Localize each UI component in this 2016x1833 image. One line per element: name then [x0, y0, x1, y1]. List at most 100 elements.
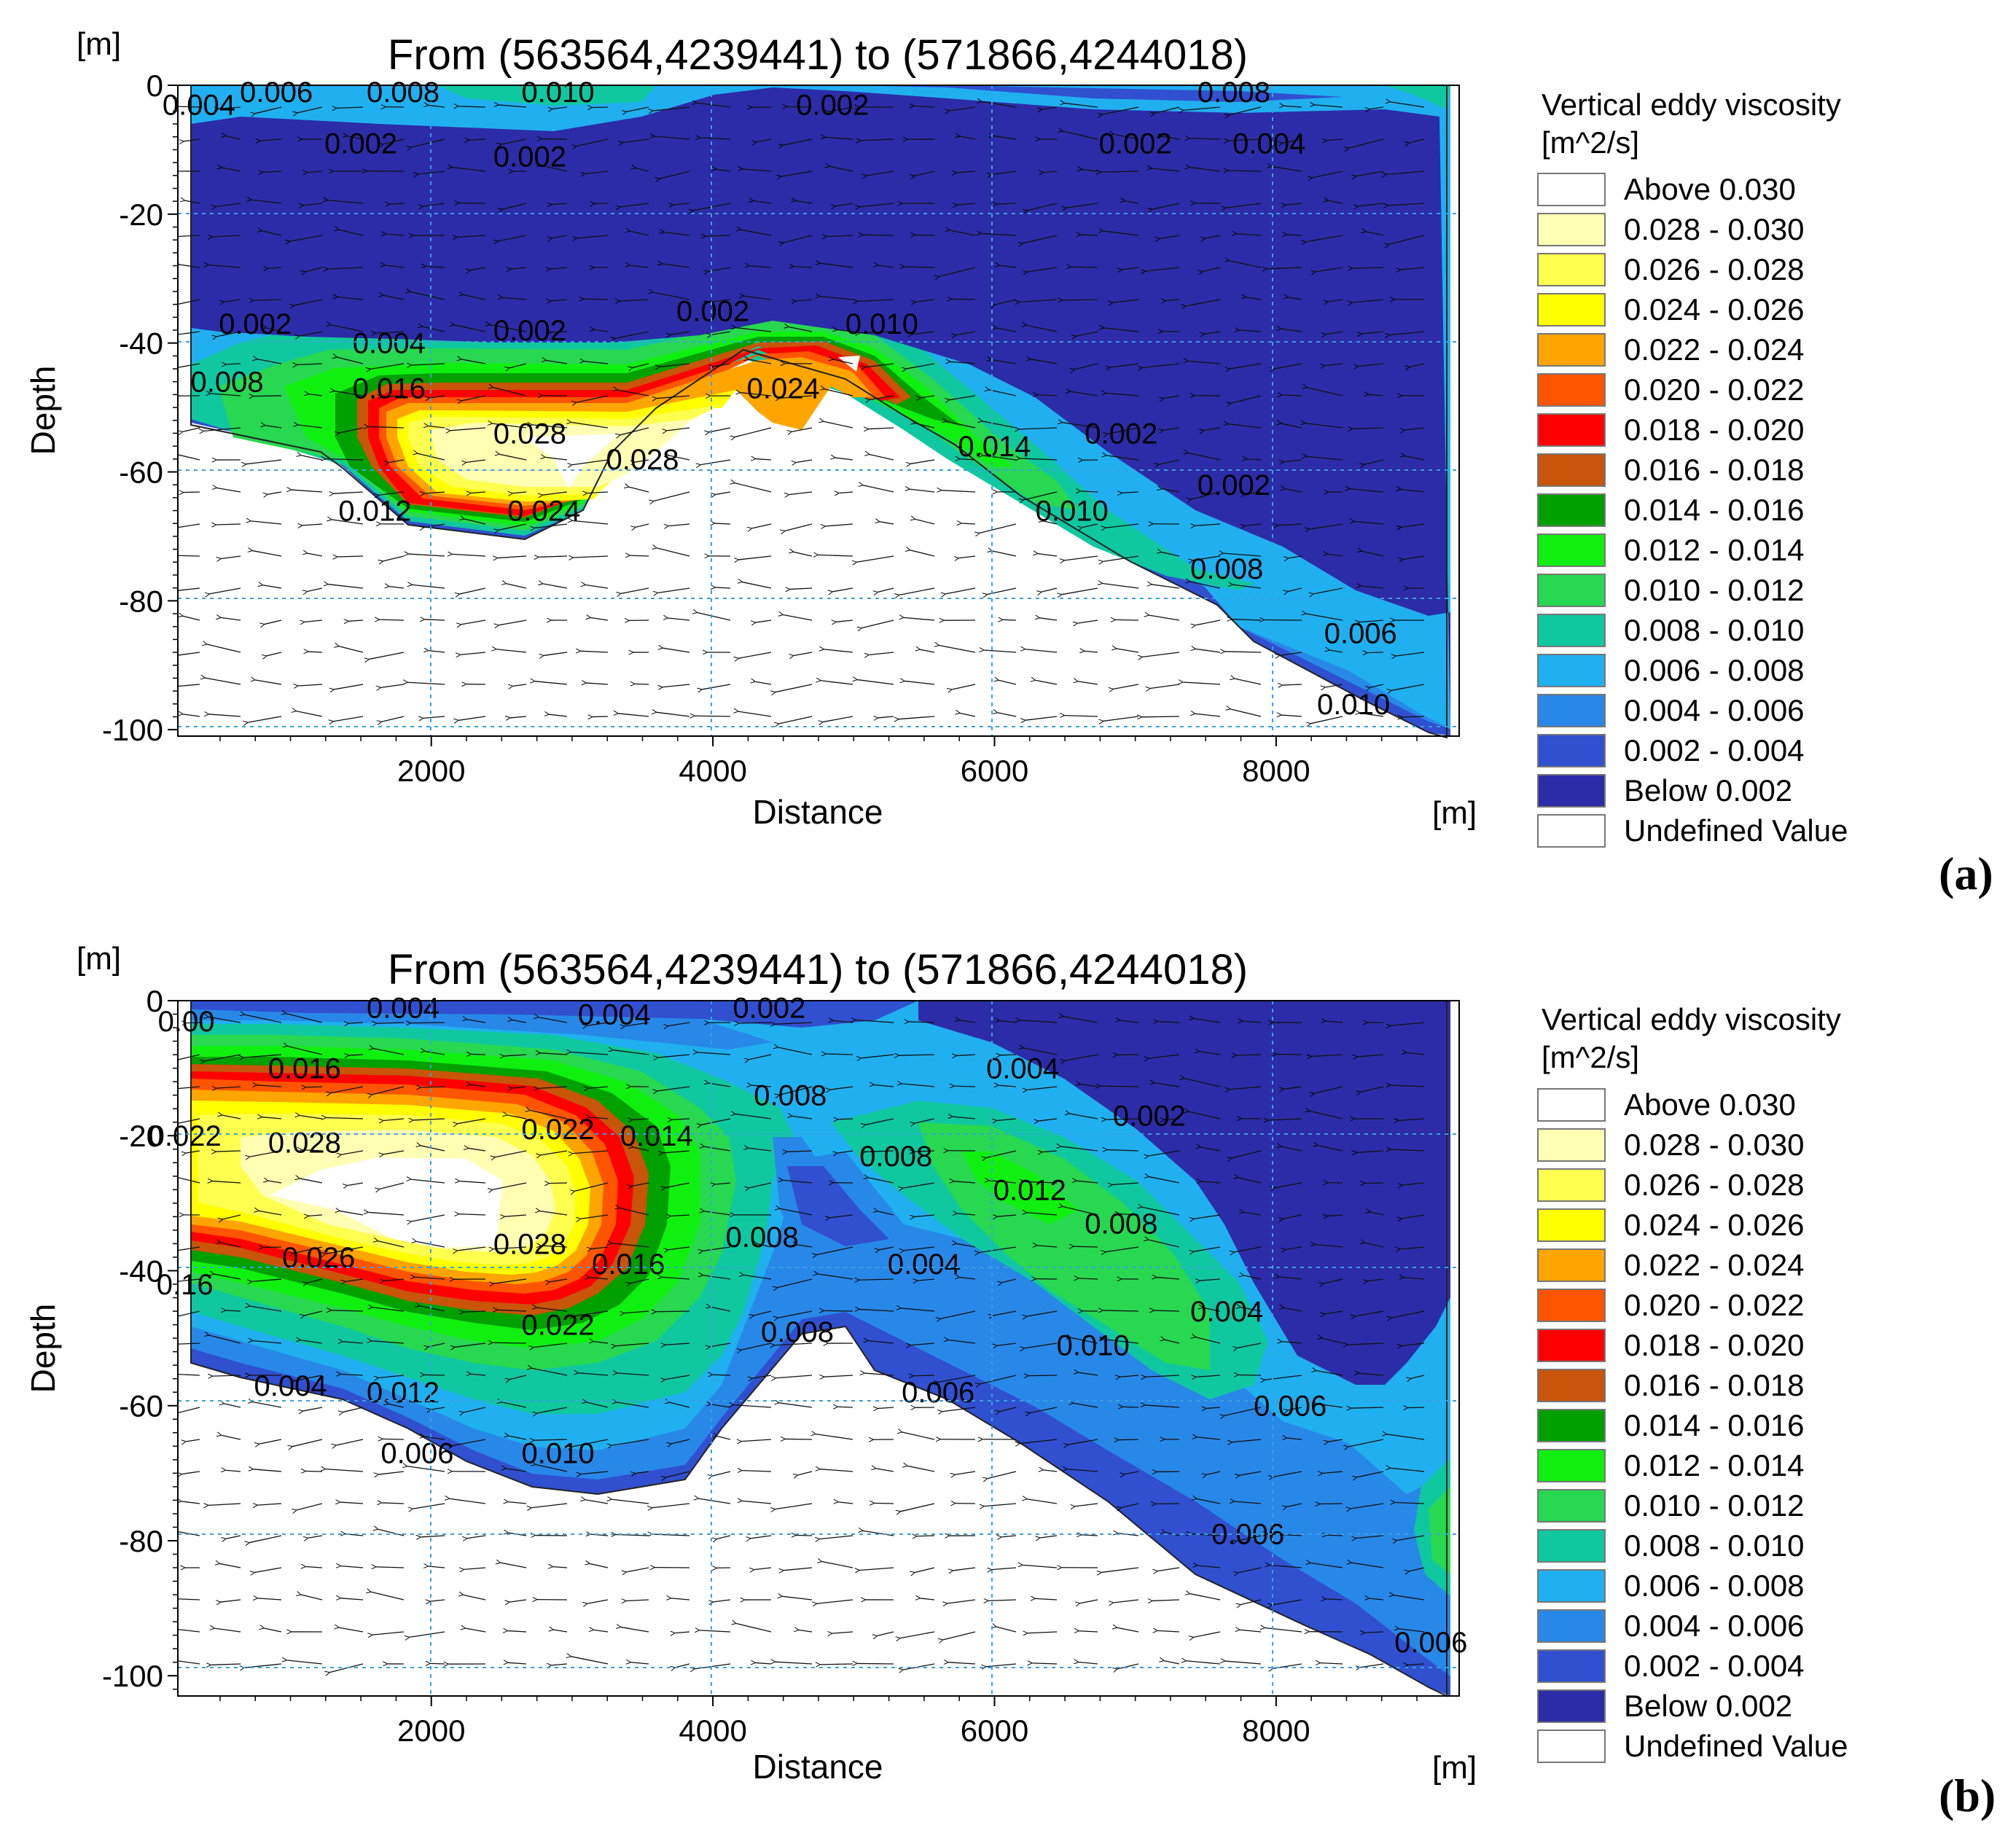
velocity-arrow [464, 295, 486, 300]
velocity-arrow [914, 106, 935, 107]
velocity-arrow [630, 1278, 649, 1283]
velocity-arrow [863, 485, 894, 493]
legend-swatch [1537, 774, 1606, 808]
velocity-arrow [671, 331, 690, 335]
velocity-arrow [584, 299, 609, 300]
velocity-arrow [670, 1402, 690, 1408]
velocity-arrow [617, 1402, 649, 1408]
velocity-arrow [657, 1086, 690, 1091]
panel-a-band-0.002-0.004 [191, 85, 1450, 102]
contour-label: 0.002 [1099, 128, 1172, 160]
contour-label: 0.004 [367, 992, 439, 1024]
velocity-arrow [780, 1208, 813, 1216]
velocity-arrow [711, 331, 731, 335]
velocity-arrow [632, 1182, 649, 1186]
velocity-arrow [901, 1308, 935, 1312]
y-tick-label: 0 [146, 984, 163, 1018]
velocity-arrow [341, 1150, 364, 1154]
velocity-arrow [534, 1342, 568, 1348]
velocity-arrow [1120, 1375, 1139, 1377]
velocity-arrow [219, 107, 241, 109]
contour-label: 0.006 [1394, 1627, 1467, 1659]
velocity-arrow [790, 588, 813, 589]
velocity-arrow [1142, 1207, 1180, 1216]
velocity-arrow [1352, 299, 1384, 302]
velocity-arrow [832, 1632, 853, 1633]
velocity-arrow [950, 395, 976, 400]
velocity-arrow [509, 1599, 527, 1602]
velocity-arrow [383, 295, 405, 300]
velocity-arrow [335, 391, 364, 396]
velocity-arrow [1106, 523, 1139, 528]
velocity-arrow [1193, 555, 1221, 560]
velocity-arrow [424, 1437, 445, 1440]
velocity-arrow [1307, 388, 1343, 396]
velocity-arrow [497, 1310, 527, 1311]
velocity-arrow [493, 1246, 527, 1249]
velocity-arrow [211, 394, 241, 396]
velocity-arrow [253, 1341, 282, 1344]
velocity-arrow [955, 1471, 976, 1474]
panel-a-title: From (563564,4239441) to (571866,4244018… [388, 31, 1248, 79]
velocity-arrow [617, 390, 649, 396]
velocity-arrow [1164, 395, 1180, 399]
velocity-arrow [530, 1111, 568, 1119]
velocity-arrow [1039, 1118, 1058, 1121]
velocity-arrow [418, 171, 445, 174]
velocity-arrow [428, 1566, 445, 1568]
velocity-arrow [752, 523, 772, 528]
velocity-arrow [340, 1502, 364, 1504]
velocity-arrow [742, 1501, 772, 1504]
velocity-arrow [178, 363, 200, 368]
velocity-arrow [653, 292, 690, 300]
velocity-arrow [506, 1469, 527, 1472]
velocity-arrow [660, 171, 690, 179]
velocity-arrow [706, 235, 731, 236]
velocity-arrow [429, 105, 445, 108]
velocity-arrow [818, 555, 853, 556]
contour-label: 0.008 [761, 1316, 834, 1348]
legend-label: 0.016 - 0.018 [1624, 453, 1805, 487]
velocity-arrow [381, 684, 405, 687]
contour-label: 0.002 [1198, 469, 1270, 501]
velocity-arrow [535, 681, 568, 685]
velocity-arrow [262, 231, 282, 236]
velocity-arrow [799, 1630, 813, 1633]
velocity-arrow [1075, 363, 1098, 370]
velocity-arrow [739, 555, 772, 560]
velocity-arrow [1313, 171, 1343, 178]
velocity-arrow [939, 646, 976, 653]
velocity-arrow [625, 1022, 649, 1026]
panel-a-minor-ticks [173, 85, 1418, 741]
velocity-arrow [452, 554, 486, 557]
velocity-arrow [246, 459, 282, 464]
velocity-arrow [958, 555, 976, 558]
velocity-arrow [1195, 524, 1221, 525]
velocity-arrow [742, 582, 772, 589]
velocity-arrow [264, 1628, 282, 1633]
velocity-arrow [753, 1375, 772, 1378]
panel-a-band-above-0.030 [838, 356, 860, 372]
velocity-arrow [343, 1342, 364, 1343]
velocity-arrow [507, 1115, 527, 1119]
velocity-arrow [711, 1404, 731, 1408]
velocity-arrow [794, 652, 813, 655]
velocity-arrow [572, 459, 609, 465]
velocity-arrow [1025, 1342, 1058, 1348]
x-tick-label: 2000 [397, 754, 465, 788]
velocity-arrow [493, 1182, 527, 1189]
contour-label: 0.008 [367, 77, 439, 109]
legend-label: 0.004 - 0.006 [1624, 1609, 1805, 1643]
velocity-arrow [211, 1664, 241, 1665]
x-tick-label: 4000 [679, 1713, 746, 1748]
velocity-arrow [379, 1471, 405, 1474]
velocity-arrow [630, 231, 649, 236]
velocity-arrow [464, 1568, 486, 1569]
velocity-arrow [1063, 131, 1098, 140]
velocity-arrow [383, 1150, 405, 1154]
velocity-arrow [540, 1211, 568, 1216]
velocity-arrow [1106, 456, 1139, 461]
velocity-arrow [586, 683, 609, 684]
velocity-arrow [820, 297, 853, 300]
velocity-arrow [742, 1471, 772, 1472]
